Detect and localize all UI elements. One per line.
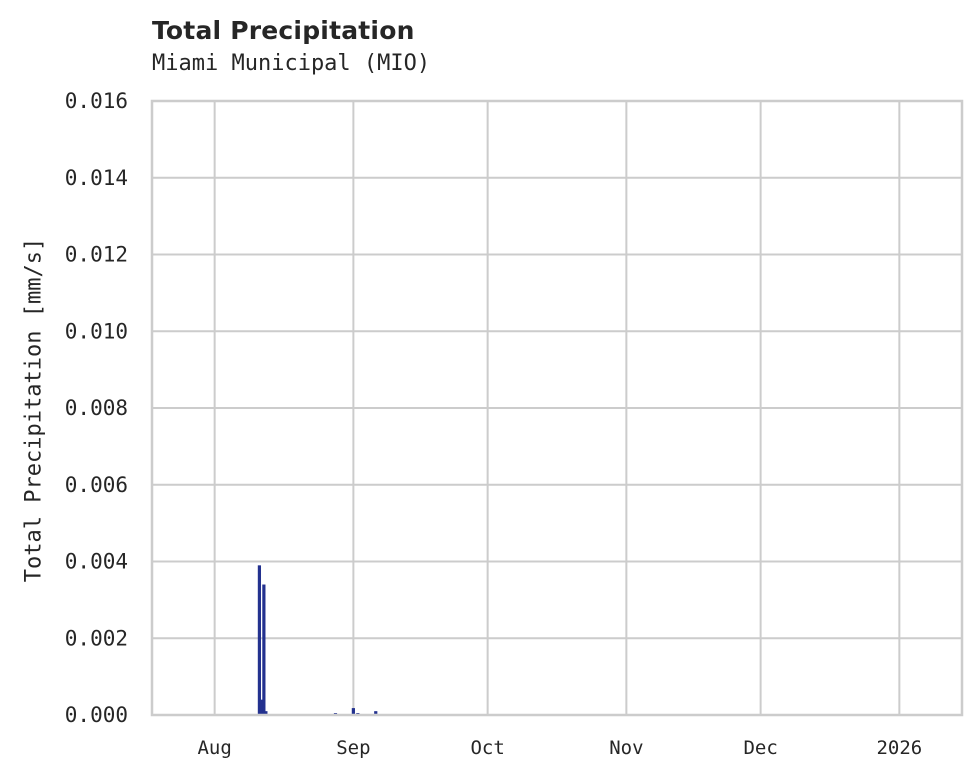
plot-frame [150,99,964,717]
precipitation-bar [257,565,262,715]
x-tick-label: Dec [743,737,777,759]
precipitation-bar [259,699,264,715]
x-tick-label: Nov [609,737,643,759]
precipitation-bar [351,708,355,715]
y-tick-label: 0.006 [65,473,128,497]
y-tick-label: 0.014 [65,166,128,190]
precipitation-bar [264,711,268,715]
gridlines [152,100,962,716]
x-axis-ticks: Aug Sep Oct Nov Dec 2026 [197,737,922,759]
chart-title: Total Precipitation [152,16,415,45]
y-tick-label: 0.010 [65,319,128,343]
y-tick-label: 0.008 [65,396,128,420]
precipitation-bar [262,584,266,715]
x-tick-label: Aug [197,737,231,759]
chart-subtitle: Miami Municipal (MIO) [152,51,431,76]
precipitation-bar [374,711,378,715]
x-tick-label: 2026 [876,737,922,759]
x-tick-label: Oct [470,737,504,759]
y-tick-label: 0.004 [65,550,128,574]
y-axis-ticks: 0.000 0.002 0.004 0.006 0.008 0.010 0.012 0.014… [65,89,128,727]
precipitation-series [257,565,378,715]
y-tick-label: 0.002 [65,626,128,650]
y-tick-label: 0.000 [65,703,128,727]
y-tick-label: 0.016 [65,89,128,113]
x-tick-label: Sep [336,737,370,759]
y-tick-label: 0.012 [65,243,128,267]
